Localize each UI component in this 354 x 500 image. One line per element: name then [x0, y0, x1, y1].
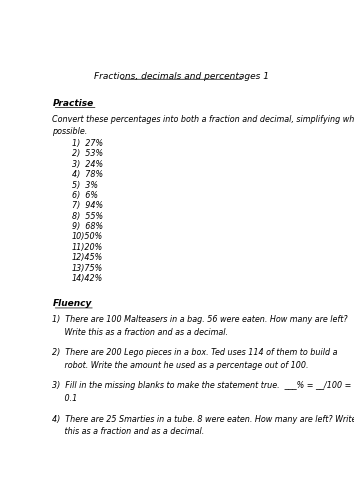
- Text: this as a fraction and as a decimal.: this as a fraction and as a decimal.: [52, 427, 205, 436]
- Text: robot. Write the amount he used as a percentage out of 100.: robot. Write the amount he used as a per…: [52, 360, 309, 370]
- Text: 11)20%: 11)20%: [72, 243, 103, 252]
- Text: 4)  78%: 4) 78%: [72, 170, 103, 179]
- Text: 2)  53%: 2) 53%: [72, 150, 103, 158]
- Text: 9)  68%: 9) 68%: [72, 222, 103, 231]
- Text: 6)  6%: 6) 6%: [72, 191, 98, 200]
- Text: 4)  There are 25 Smarties in a tube. 8 were eaten. How many are left? Write: 4) There are 25 Smarties in a tube. 8 we…: [52, 414, 354, 424]
- Text: Fluency: Fluency: [52, 299, 92, 308]
- Text: 8)  55%: 8) 55%: [72, 212, 103, 220]
- Text: 5)  3%: 5) 3%: [72, 180, 98, 190]
- Text: Convert these percentages into both a fraction and decimal, simplifying where: Convert these percentages into both a fr…: [52, 114, 354, 124]
- Text: Write this as a fraction and as a decimal.: Write this as a fraction and as a decima…: [52, 328, 228, 336]
- Text: 13)75%: 13)75%: [72, 264, 103, 272]
- Text: 3)  Fill in the missing blanks to make the statement true.  ___% = __/100 =: 3) Fill in the missing blanks to make th…: [52, 382, 352, 390]
- Text: 1)  There are 100 Malteasers in a bag. 56 were eaten. How many are left?: 1) There are 100 Malteasers in a bag. 56…: [52, 316, 348, 324]
- Text: possible.: possible.: [52, 128, 88, 136]
- Text: 3)  24%: 3) 24%: [72, 160, 103, 168]
- Text: 14)42%: 14)42%: [72, 274, 103, 283]
- Text: 7)  94%: 7) 94%: [72, 202, 103, 210]
- Text: Practise: Practise: [52, 98, 94, 108]
- Text: 0.1: 0.1: [52, 394, 78, 403]
- Text: 2)  There are 200 Lego pieces in a box. Ted uses 114 of them to build a: 2) There are 200 Lego pieces in a box. T…: [52, 348, 338, 358]
- Text: 1)  27%: 1) 27%: [72, 139, 103, 148]
- Text: 10)50%: 10)50%: [72, 232, 103, 241]
- Text: 12)45%: 12)45%: [72, 254, 103, 262]
- Text: Fractions, decimals and percentages 1: Fractions, decimals and percentages 1: [94, 72, 269, 80]
